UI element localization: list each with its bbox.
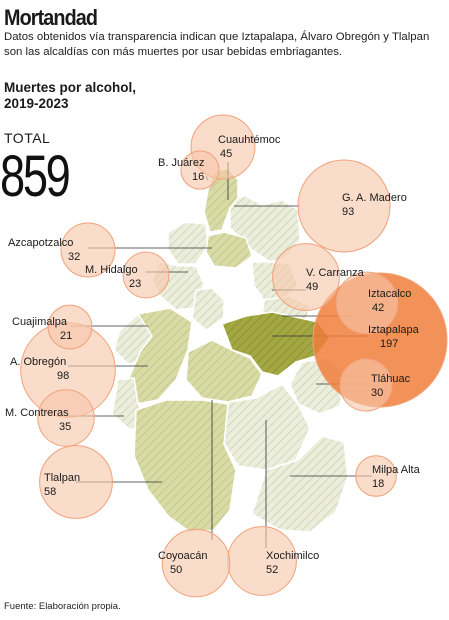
value-g-a-madero: 93 bbox=[342, 206, 354, 218]
total-label: TOTAL bbox=[4, 130, 51, 146]
page-title: Mortandad bbox=[4, 5, 98, 30]
source-note: Fuente: Elaboración propia. bbox=[4, 601, 121, 612]
value-coyoacan: 50 bbox=[170, 564, 182, 576]
bubble-m-hidalgo bbox=[122, 251, 170, 299]
label-a-obregon: A. Obregón bbox=[10, 356, 66, 368]
label-m-contreras: M. Contreras bbox=[5, 407, 69, 419]
label-tlalpan: Tlalpan bbox=[44, 472, 80, 484]
label-azcapotzalco: Azcapotzalco bbox=[8, 237, 73, 249]
value-v-carranza: 49 bbox=[306, 281, 318, 293]
bubble-b-juarez bbox=[180, 150, 220, 190]
label-iztapalapa: Iztapalapa bbox=[368, 324, 420, 336]
region-aobregon bbox=[127, 307, 193, 405]
value-b-juarez: 16 bbox=[192, 171, 204, 183]
subtitle-line-2: 2019-2023 bbox=[4, 96, 69, 111]
bubble-tlalpan bbox=[39, 445, 113, 519]
value-iztapalapa: 197 bbox=[380, 338, 398, 350]
label-coyoacan: Coyoacán bbox=[158, 550, 208, 562]
bubble-cuajimalpa bbox=[47, 304, 93, 350]
subtitle-line-1: Muertes por alcohol, bbox=[4, 80, 137, 95]
label-g-a-madero: G. A. Madero bbox=[342, 192, 407, 204]
value-milpa-alta: 18 bbox=[372, 478, 384, 490]
bubbles bbox=[20, 114, 448, 598]
bubble-iztacalco bbox=[335, 271, 399, 335]
labels: Cuauhtémoc 45 B. Juárez 16 G. A. Madero 93 Azc… bbox=[5, 134, 421, 576]
value-xochimilco: 52 bbox=[266, 564, 278, 576]
bubble-coyoacan bbox=[161, 528, 231, 598]
bubble-v-carranza bbox=[272, 243, 340, 311]
region-coyoacan bbox=[185, 339, 263, 403]
label-milpa-alta: Milpa Alta bbox=[372, 464, 421, 476]
value-tlahuac: 30 bbox=[371, 387, 383, 399]
total-value: 859 bbox=[0, 144, 71, 209]
value-m-hidalgo: 23 bbox=[129, 278, 141, 290]
bubble-milpa-alta bbox=[355, 455, 397, 497]
value-azcapotzalco: 32 bbox=[68, 251, 80, 263]
value-tlalpan: 58 bbox=[44, 486, 56, 498]
description: Datos obtenidos vía transparencia indica… bbox=[4, 31, 430, 58]
chart-subtitle: Muertes por alcohol, 2019-2023 bbox=[4, 80, 136, 112]
value-cuajimalpa: 21 bbox=[60, 330, 72, 342]
region-bjuarez bbox=[191, 287, 225, 331]
label-b-juarez: B. Juárez bbox=[158, 157, 204, 169]
label-cuauhtemoc: Cuauhtémoc bbox=[218, 134, 281, 146]
bubble-m-contreras bbox=[37, 389, 95, 447]
region-cuauhtemoc bbox=[205, 231, 253, 269]
value-cuauhtemoc: 45 bbox=[220, 148, 232, 160]
label-tlahuac: Tláhuac bbox=[371, 373, 411, 385]
value-m-contreras: 35 bbox=[59, 421, 71, 433]
label-xochimilco: Xochimilco bbox=[266, 550, 319, 562]
bubble-tlahuac bbox=[339, 358, 393, 412]
value-iztacalco: 42 bbox=[372, 302, 384, 314]
label-m-hidalgo: M. Hidalgo bbox=[85, 264, 138, 276]
label-cuajimalpa: Cuajimalpa bbox=[12, 316, 68, 328]
region-azcapotzalco bbox=[167, 221, 209, 265]
bubble-azcapotzalco bbox=[60, 222, 116, 278]
label-v-carranza: V. Carranza bbox=[306, 267, 365, 279]
region-tlalpan bbox=[133, 399, 237, 533]
label-iztacalco: Iztacalco bbox=[368, 288, 411, 300]
bubble-g-a-madero bbox=[297, 159, 391, 253]
value-a-obregon: 98 bbox=[57, 370, 69, 382]
